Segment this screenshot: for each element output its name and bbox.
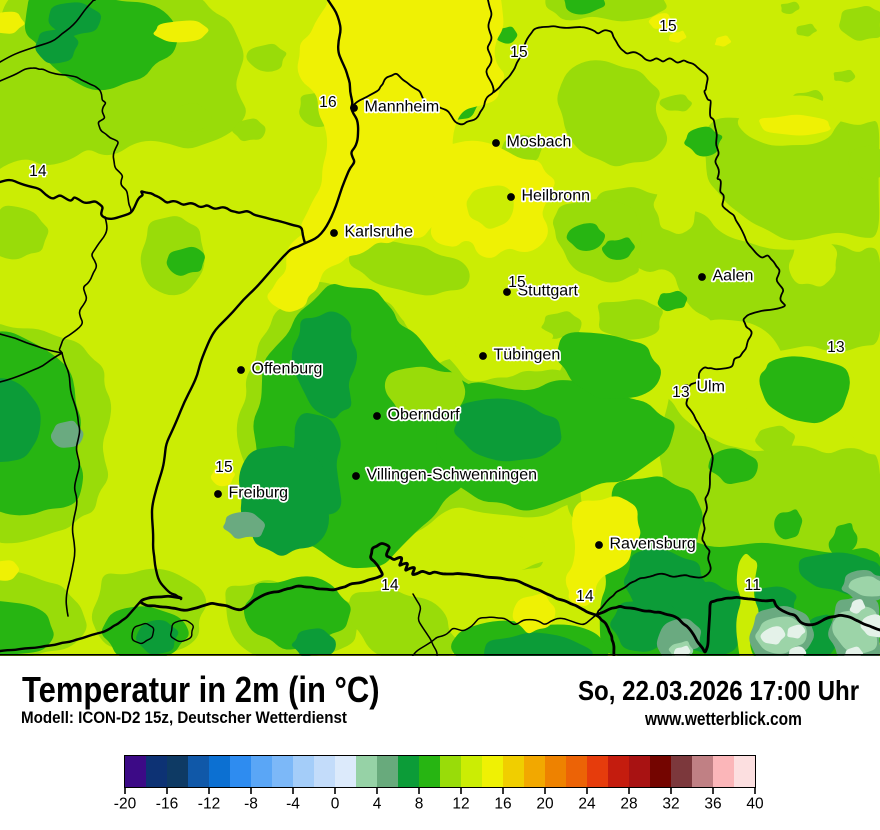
- svg-text:-8: -8: [244, 796, 258, 813]
- svg-text:12: 12: [452, 796, 469, 813]
- svg-text:-16: -16: [156, 796, 178, 813]
- svg-text:Mannheim: Mannheim: [365, 99, 440, 116]
- svg-text:15: 15: [508, 274, 526, 291]
- svg-text:14: 14: [29, 163, 47, 180]
- svg-text:11: 11: [745, 577, 762, 594]
- svg-text:Villingen-Schwenningen: Villingen-Schwenningen: [367, 467, 538, 484]
- svg-text:Offenburg: Offenburg: [252, 361, 323, 378]
- svg-text:Oberndorf: Oberndorf: [388, 407, 461, 424]
- svg-text:-12: -12: [198, 796, 220, 813]
- svg-text:Stuttgart: Stuttgart: [518, 283, 579, 300]
- svg-text:15: 15: [510, 44, 528, 61]
- svg-text:8: 8: [415, 796, 424, 813]
- svg-text:4: 4: [373, 796, 382, 813]
- svg-text:13: 13: [827, 339, 845, 356]
- svg-text:15: 15: [215, 459, 233, 476]
- svg-text:13: 13: [672, 384, 690, 401]
- svg-text:0: 0: [331, 796, 340, 813]
- svg-text:16: 16: [494, 796, 511, 813]
- svg-text:24: 24: [578, 796, 596, 813]
- svg-text:15: 15: [659, 18, 677, 35]
- svg-text:-20: -20: [114, 796, 137, 813]
- svg-text:20: 20: [536, 796, 554, 813]
- svg-text:Tübingen: Tübingen: [494, 347, 561, 364]
- svg-text:16: 16: [319, 94, 337, 111]
- svg-text:14: 14: [576, 588, 594, 605]
- svg-text:14: 14: [381, 577, 399, 594]
- svg-text:32: 32: [662, 796, 679, 813]
- svg-text:Mosbach: Mosbach: [507, 134, 572, 151]
- svg-text:Ulm: Ulm: [697, 379, 725, 396]
- svg-text:Karlsruhe: Karlsruhe: [345, 224, 414, 241]
- svg-text:Heilbronn: Heilbronn: [522, 188, 590, 205]
- svg-text:Aalen: Aalen: [713, 268, 754, 285]
- svg-text:-4: -4: [286, 796, 300, 813]
- svg-text:Freiburg: Freiburg: [229, 485, 289, 502]
- svg-text:28: 28: [620, 796, 637, 813]
- svg-text:Ravensburg: Ravensburg: [610, 536, 696, 553]
- svg-text:36: 36: [704, 796, 721, 813]
- svg-text:40: 40: [746, 796, 764, 813]
